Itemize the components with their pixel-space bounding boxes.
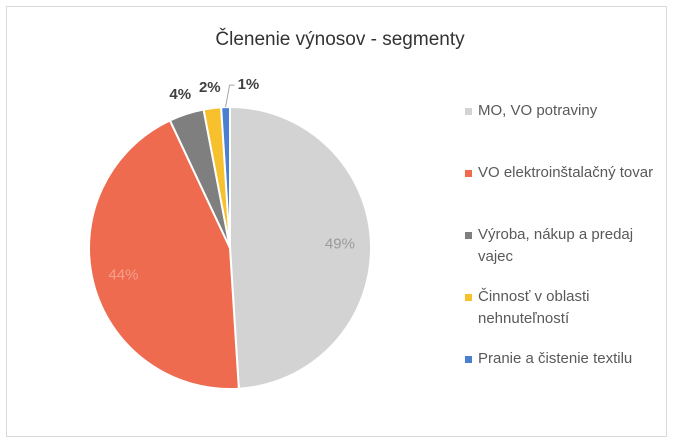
legend-label: MO, VO potraviny [478, 102, 598, 119]
data-label: 2% [199, 79, 221, 96]
legend-swatch [465, 294, 472, 301]
legend-swatch [465, 108, 472, 115]
data-label: 1% [238, 76, 260, 93]
legend-item: MO, VO potraviny [465, 100, 665, 162]
legend-item: Výroba, nákup a predaj vajec [465, 224, 665, 286]
legend-label: Činnosť v oblasti nehnuteľností [478, 288, 590, 327]
data-label: 49% [325, 236, 355, 253]
legend-label: VO elektroinštalačný tovar [478, 164, 654, 181]
legend-swatch [465, 356, 472, 363]
legend-item: Pranie a čistenie textilu [465, 348, 665, 410]
legend-item: Činnosť v oblasti nehnuteľností [465, 286, 665, 348]
data-label: 44% [108, 266, 138, 283]
pie-slice [229, 105, 372, 390]
legend: MO, VO potraviny VO elektroinštalačný tov… [465, 100, 665, 410]
legend-swatch [465, 232, 472, 239]
legend-item: VO elektroinštalačný tovar [465, 162, 665, 224]
legend-label: Pranie a čistenie textilu [478, 350, 633, 367]
data-label: 4% [169, 86, 191, 103]
chart-title: Členenie výnosov - segmenty [215, 28, 465, 50]
chart-frame [6, 6, 667, 437]
leader-line [225, 84, 235, 108]
legend-label: Výroba, nákup a predaj vajec [478, 226, 634, 265]
legend-swatch [465, 170, 472, 177]
